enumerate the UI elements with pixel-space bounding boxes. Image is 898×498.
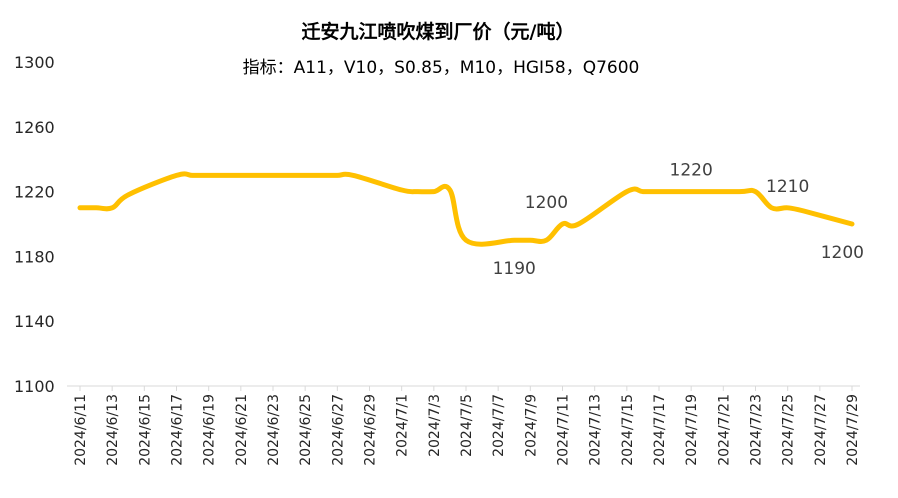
x-tick-label: 2024/6/25 (298, 394, 314, 466)
x-tick-label: 2024/7/1 (395, 394, 411, 457)
data-label: 1220 (670, 161, 713, 181)
x-tick-label: 2024/6/21 (234, 394, 250, 466)
x-tick-label: 2024/6/29 (363, 394, 379, 466)
y-tick-label: 1180 (14, 247, 55, 266)
x-tick-label: 2024/7/25 (781, 394, 797, 466)
x-tick-label: 2024/7/7 (491, 394, 507, 457)
series-line-0 (77, 171, 855, 247)
x-tick-label: 2024/6/15 (137, 394, 153, 466)
x-tick-label: 2024/7/17 (652, 394, 668, 466)
x-tick-label: 2024/7/27 (813, 394, 829, 466)
data-label: 1200 (821, 243, 864, 263)
x-tick-label: 2024/7/21 (716, 394, 732, 466)
y-tick-label: 1260 (14, 118, 55, 137)
chart-title: 迁安九江喷吹煤到厂价（元/吨） (302, 20, 575, 43)
y-tick-label: 1140 (14, 312, 55, 331)
chart-subtitle: 指标：A11，V10，S0.85，M10，HGI58，Q7600 (243, 58, 640, 78)
x-tick-label: 2024/7/15 (620, 394, 636, 466)
x-tick-label: 2024/6/23 (266, 394, 282, 466)
x-tick-label: 2024/6/19 (202, 394, 218, 466)
x-tick-label: 2024/7/3 (427, 394, 443, 457)
x-tick-label: 2024/7/13 (588, 394, 604, 466)
y-tick-label: 1220 (14, 183, 55, 202)
y-tick-label: 1300 (14, 53, 55, 72)
x-tick-label: 2024/6/13 (105, 394, 121, 466)
x-tick-label: 2024/7/29 (845, 394, 861, 466)
series-layer (77, 171, 855, 247)
data-labels: 1190 1200 1220 1210 1200 (493, 161, 864, 280)
x-tick-label: 2024/7/11 (556, 394, 572, 466)
data-label: 1210 (766, 177, 809, 197)
y-tick-label: 1100 (14, 377, 55, 396)
x-tick-label: 2024/7/19 (684, 394, 700, 466)
x-axis: 2024/6/11 2024/6/13 2024/6/15 2024/6/17 2024… (73, 386, 861, 466)
x-tick-label: 2024/7/5 (459, 394, 475, 457)
x-tick-label: 2024/6/17 (170, 394, 186, 466)
x-tick-label: 2024/6/27 (330, 394, 346, 466)
data-label: 1200 (525, 193, 568, 213)
data-label: 1190 (493, 259, 536, 279)
x-tick-label: 2024/7/9 (523, 394, 539, 457)
x-tick-label: 2024/7/23 (749, 394, 765, 466)
x-tick-label: 2024/6/11 (73, 394, 89, 466)
y-axis: 1100 1140 1180 1220 1260 1300 (14, 53, 55, 396)
